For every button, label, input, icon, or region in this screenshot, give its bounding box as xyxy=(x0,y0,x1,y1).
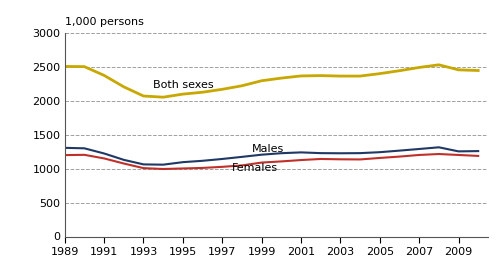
Text: Both sexes: Both sexes xyxy=(153,80,214,90)
Text: Females: Females xyxy=(232,163,278,173)
Text: Males: Males xyxy=(252,144,284,154)
Text: 1,000 persons: 1,000 persons xyxy=(65,17,143,27)
